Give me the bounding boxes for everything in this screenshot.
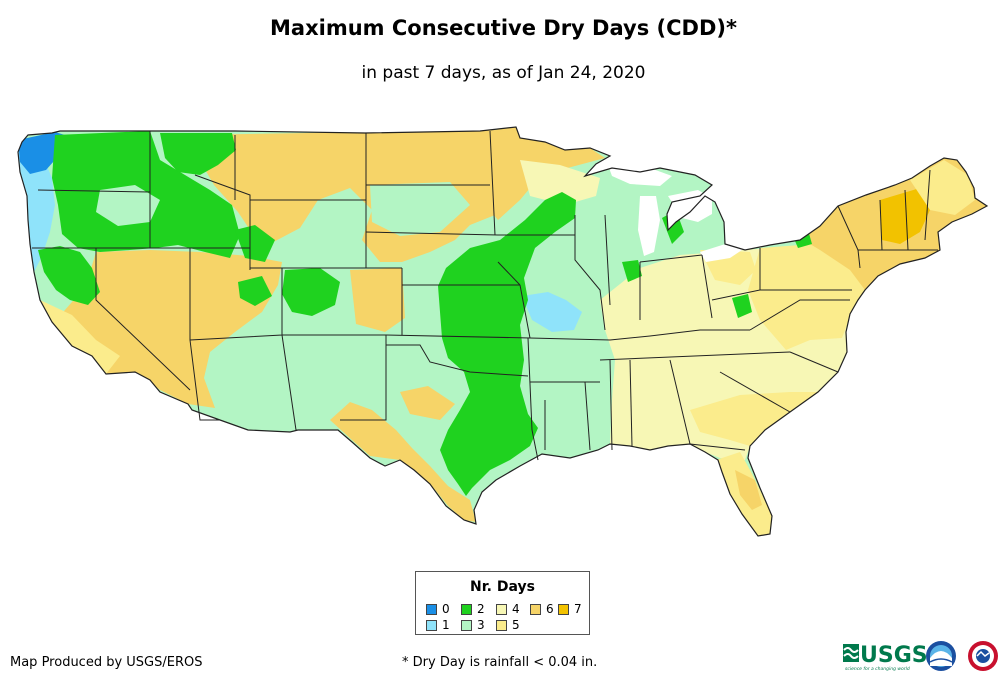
cdd-color-fields <box>18 127 987 536</box>
map-title: Maximum Consecutive Dry Days (CDD)* <box>270 16 737 40</box>
credit-text: Map Produced by USGS/EROS <box>10 655 203 670</box>
legend-label-2: 2 <box>477 602 485 616</box>
nws-logo <box>968 641 998 671</box>
usgs-logo: USGS science for a changing world <box>843 643 928 672</box>
legend-swatch-3 <box>461 620 472 631</box>
legend-label-3: 3 <box>477 618 485 632</box>
legend-label-7: 7 <box>574 602 582 616</box>
legend-item-5: 5 <box>496 619 520 631</box>
legend-swatch-7 <box>558 604 569 615</box>
legend-label-6: 6 <box>546 602 554 616</box>
legend-swatch-0 <box>426 604 437 615</box>
legend-item-4: 4 <box>496 603 520 615</box>
legend: Nr. Days 0 1 2 3 4 5 6 7 <box>415 571 590 635</box>
legend-item-2: 2 <box>461 603 485 615</box>
legend-label-1: 1 <box>442 618 450 632</box>
legend-item-1: 1 <box>426 619 450 631</box>
legend-swatch-5 <box>496 620 507 631</box>
legend-swatch-4 <box>496 604 507 615</box>
map-subtitle: in past 7 days, as of Jan 24, 2020 <box>361 63 646 83</box>
legend-swatch-1 <box>426 620 437 631</box>
legend-label-5: 5 <box>512 618 520 632</box>
usgs-tagline: science for a changing world <box>845 666 910 672</box>
usgs-wave-mark <box>843 644 859 662</box>
legend-swatch-6 <box>530 604 541 615</box>
legend-item-3: 3 <box>461 619 485 631</box>
footnote-text: * Dry Day is rainfall < 0.04 in. <box>402 655 598 670</box>
legend-label-4: 4 <box>512 602 520 616</box>
state-boundaries <box>32 130 938 461</box>
great-lakes <box>606 160 796 262</box>
noaa-logo <box>926 641 956 671</box>
legend-swatch-2 <box>461 604 472 615</box>
conus-cdd-map <box>17 126 988 537</box>
legend-item-7: 7 <box>558 603 582 615</box>
legend-title: Nr. Days <box>470 579 535 595</box>
legend-item-0: 0 <box>426 603 450 615</box>
legend-item-6: 6 <box>530 603 554 615</box>
agency-logos: USGS science for a changing world <box>843 641 998 672</box>
legend-label-0: 0 <box>442 602 450 616</box>
usgs-wordmark: USGS <box>860 643 928 668</box>
